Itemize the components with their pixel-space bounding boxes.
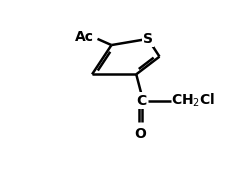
Text: C: C [136, 94, 146, 107]
Text: O: O [134, 127, 145, 141]
Text: Ac: Ac [75, 30, 93, 44]
Text: S: S [142, 32, 152, 46]
Text: CH$_2$Cl: CH$_2$Cl [170, 92, 214, 109]
